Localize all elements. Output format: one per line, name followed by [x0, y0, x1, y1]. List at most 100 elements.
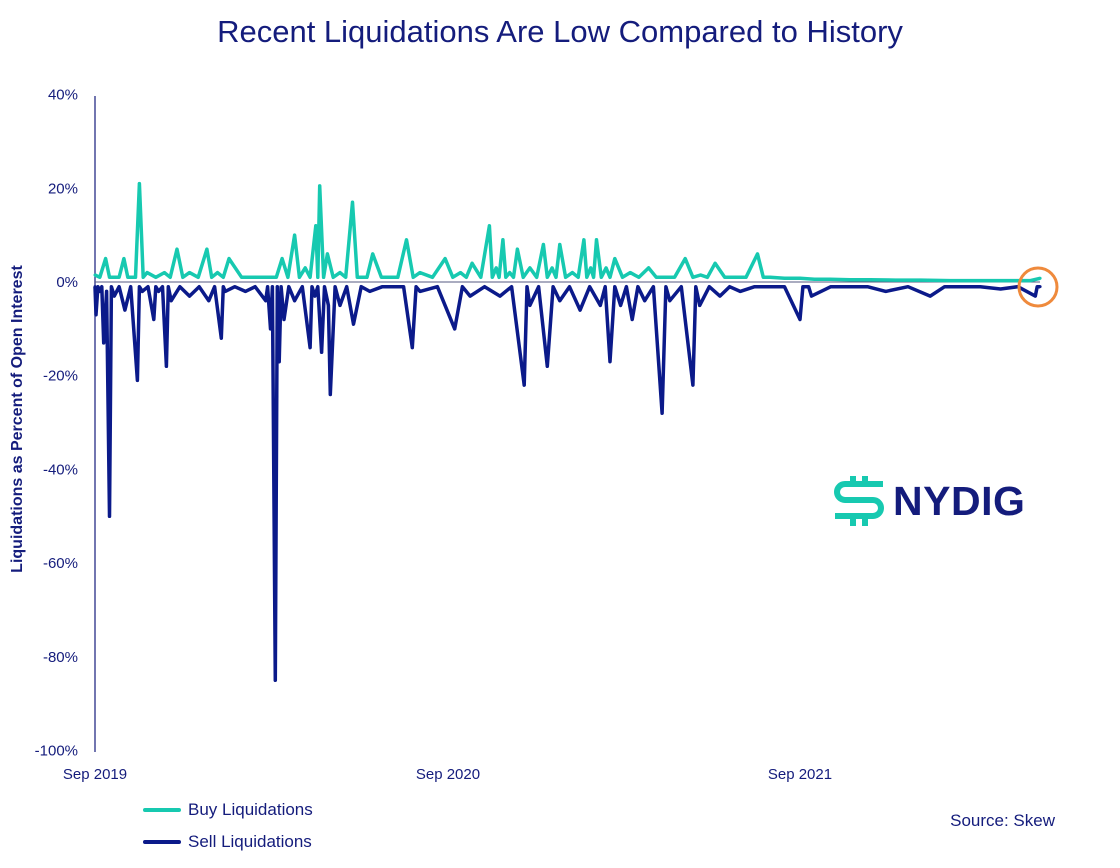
buy-data-point: [683, 257, 687, 261]
buy-data-point: [338, 271, 342, 275]
sell-data-point: [738, 289, 742, 293]
sell-data-point: [578, 308, 582, 312]
buy-data-point: [371, 252, 375, 256]
buy-data-point: [570, 271, 574, 275]
buy-data-point: [550, 266, 554, 270]
sell-data-point: [264, 299, 268, 303]
buy-data-point: [325, 252, 329, 256]
sell-data-point: [273, 678, 277, 682]
buy-data-point: [756, 252, 760, 256]
sell-data-point: [164, 364, 168, 368]
buy-data-point: [388, 275, 392, 279]
legend-swatch-buy: [143, 808, 181, 812]
legend-label-sell: Sell Liquidations: [188, 832, 312, 851]
buy-data-point: [350, 200, 354, 204]
buy-data-point: [541, 243, 545, 247]
nydig-logo-icon: [834, 476, 884, 526]
buy-liquidations-line: [94, 181, 1041, 283]
buy-data-point: [175, 247, 179, 251]
buy-data-point: [188, 271, 192, 275]
buy-data-point: [162, 271, 166, 275]
buy-data-point: [404, 238, 408, 242]
sell-data-point: [718, 294, 722, 298]
buy-data-point: [515, 247, 519, 251]
y-tick-label: 20%: [48, 180, 78, 197]
sell-data-point: [308, 346, 312, 350]
buy-data-point: [594, 238, 598, 242]
nydig-logo: NYDIG: [833, 476, 1025, 526]
sell-data-point: [1033, 294, 1037, 298]
sell-data-point: [98, 289, 102, 293]
buy-data-point: [663, 275, 667, 279]
buy-data-point: [528, 266, 532, 270]
sell-data-point: [498, 294, 502, 298]
buy-data-point: [137, 182, 141, 186]
buy-data-point: [494, 266, 498, 270]
buy-data-point: [314, 224, 318, 228]
sell-data-point: [558, 299, 562, 303]
sell-data-point: [219, 336, 223, 340]
sell-data-point: [393, 285, 397, 289]
sell-data-point: [223, 289, 227, 293]
sell-data-point: [522, 383, 526, 387]
buy-data-point: [1038, 276, 1042, 280]
legend-swatch-sell: [143, 840, 181, 844]
buy-data-point: [293, 233, 297, 237]
buy-data-point: [798, 276, 802, 280]
y-tick-label: -40%: [43, 461, 78, 478]
sell-data-point: [368, 289, 372, 293]
sell-data-point: [410, 346, 414, 350]
legend-item-sell: Sell Liquidations: [143, 832, 312, 852]
buy-data-point: [919, 278, 923, 282]
sell-data-point: [528, 303, 532, 307]
sell-data-point: [418, 289, 422, 293]
y-tick-label: 40%: [48, 87, 78, 104]
sell-data-point: [698, 303, 702, 307]
buy-data-point: [589, 266, 593, 270]
sell-data-point: [269, 327, 273, 331]
sell-data-point: [630, 317, 634, 321]
buy-data-point: [93, 273, 97, 277]
sell-data-point: [123, 308, 127, 312]
buy-data-point: [558, 243, 562, 247]
buy-data-point: [699, 273, 703, 277]
buy-data-point: [215, 271, 219, 275]
sell-data-point: [468, 294, 472, 298]
chart-title: Recent Liquidations Are Low Compared to …: [217, 14, 903, 49]
buy-data-point: [227, 257, 231, 261]
buy-data-point: [582, 238, 586, 242]
sell-data-point: [293, 299, 297, 303]
sell-data-point: [107, 514, 111, 518]
sell-data-point: [351, 322, 355, 326]
x-tick-label: Sep 2021: [768, 766, 832, 783]
legend-label-buy: Buy Liquidations: [188, 800, 313, 819]
sell-data-point: [768, 285, 772, 289]
sell-data-point: [1038, 285, 1042, 289]
y-tick-label: -80%: [43, 649, 78, 666]
sell-data-point: [152, 317, 156, 321]
buy-data-point: [508, 271, 512, 275]
buy-data-point: [418, 271, 422, 275]
buy-data-point: [443, 257, 447, 261]
buy-data-point: [604, 266, 608, 270]
sell-data-point: [691, 383, 695, 387]
buy-data-point: [253, 275, 257, 279]
buy-data-point: [501, 238, 505, 242]
sell-data-point: [320, 350, 324, 354]
sell-data-point: [207, 299, 211, 303]
sell-data-point: [338, 303, 342, 307]
buy-data-point: [487, 224, 491, 228]
x-tick-label: Sep 2020: [416, 766, 480, 783]
buy-data-point: [104, 257, 108, 261]
sell-data-point: [958, 285, 962, 289]
x-tick-label: Sep 2019: [63, 766, 127, 783]
sell-data-point: [326, 303, 330, 307]
sell-data-point: [94, 313, 98, 317]
sell-data-point: [999, 287, 1003, 291]
sell-data-point: [619, 303, 623, 307]
sell-data-point: [282, 317, 286, 321]
sell-data-point: [453, 327, 457, 331]
highlight-circle: [1017, 266, 1059, 308]
sell-data-point: [660, 411, 664, 415]
sell-data-point: [928, 294, 932, 298]
